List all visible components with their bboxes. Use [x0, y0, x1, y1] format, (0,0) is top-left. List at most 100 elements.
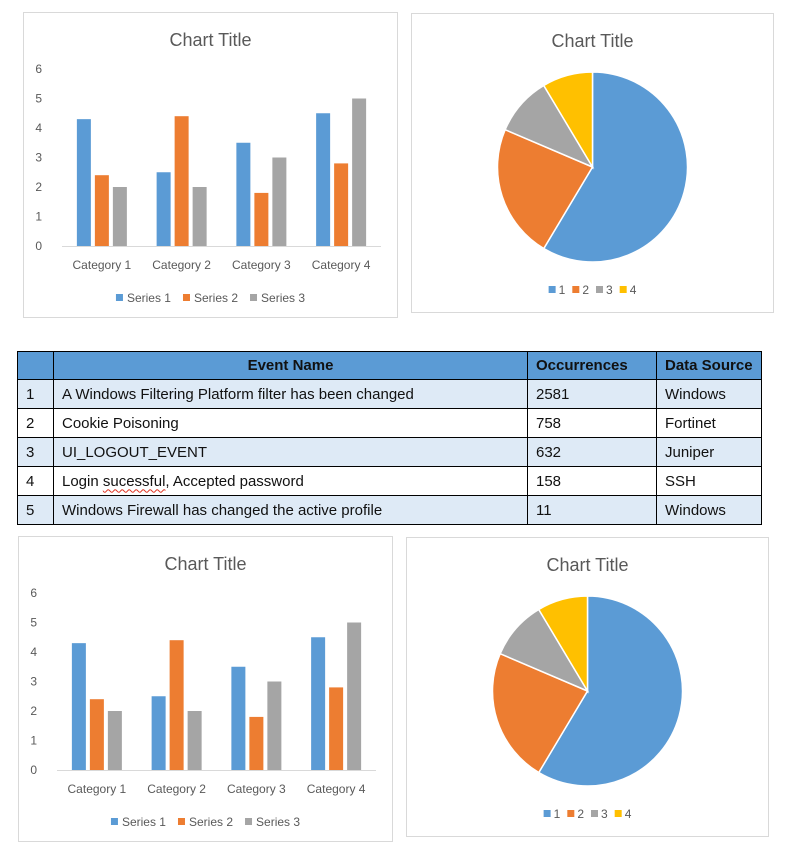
bar	[329, 687, 344, 770]
table-header-row: Event Name Occurrences Data Source	[17, 351, 762, 380]
bar	[169, 640, 184, 770]
pie-slice	[496, 128, 594, 250]
x-tick-label: Category 2	[152, 258, 211, 272]
legend-label: 2	[582, 283, 589, 297]
event-name-part: Login	[62, 472, 103, 490]
legend-swatch	[619, 286, 627, 293]
legend-swatch	[543, 810, 551, 817]
event-name: Cookie Poisoning	[53, 408, 528, 438]
events-table: Event Name Occurrences Data Source 1 A W…	[17, 351, 762, 525]
row-number: 4	[17, 466, 54, 496]
pie-chart-top-right: Chart Title 1 2 3 4	[411, 13, 774, 313]
bar-chart-svg: Chart Title 0 1 2 3 4 5 6 Category 1 Category 2 Ca…	[30, 554, 376, 829]
legend-label: 1	[559, 283, 566, 297]
pie-slice	[537, 595, 589, 694]
legend-swatch	[110, 818, 118, 825]
y-tick-label: 4	[30, 645, 37, 659]
legend-label: Series 1	[127, 291, 171, 305]
row-number: 2	[17, 408, 54, 438]
legend-swatch	[250, 294, 258, 301]
legend-swatch	[591, 810, 598, 817]
occurrences: 11	[527, 495, 657, 525]
pie-slice	[537, 595, 684, 787]
bar	[156, 172, 171, 246]
bar	[334, 163, 349, 246]
y-tick-label: 1	[30, 734, 37, 748]
bar	[249, 716, 264, 770]
misspelled-word: sucessful	[102, 472, 166, 490]
bar-chart-bottom-left: Chart Title 0 1 2 3 4 5 6 Category 1 Category 2 Ca…	[18, 536, 393, 842]
table-row: 4 Login sucessful, Accepted password 158…	[17, 466, 762, 496]
pie-chart-svg: Chart Title 1 2 3 4	[491, 555, 684, 821]
bar	[151, 696, 166, 770]
event-name: UI_LOGOUT_EVENT	[53, 437, 528, 467]
col-header-data-source: Data Source	[656, 351, 762, 380]
y-tick-label: 6	[30, 586, 37, 600]
bar	[187, 711, 202, 770]
y-tick-label: 0	[30, 763, 37, 777]
legend-label: 2	[577, 807, 584, 821]
y-tick-label: 0	[35, 239, 42, 253]
data-source: Fortinet	[656, 408, 762, 438]
bar	[89, 699, 104, 770]
legend-swatch	[596, 286, 603, 293]
legend-label: Series 2	[189, 815, 233, 829]
pie-chart-svg: Chart Title 1 2 3 4	[496, 31, 689, 297]
bar	[236, 142, 251, 246]
bar	[316, 113, 331, 246]
legend-label: Series 3	[261, 291, 305, 305]
row-number: 1	[17, 379, 54, 409]
legend-swatch	[177, 818, 185, 825]
y-tick-label: 6	[35, 62, 42, 76]
pie-slice	[542, 71, 594, 170]
bar	[192, 187, 207, 246]
legend-label: 4	[625, 807, 632, 821]
y-tick-label: 1	[35, 210, 42, 224]
col-header-occurrences: Occurrences	[527, 351, 657, 380]
event-name: Login sucessful, Accepted password	[53, 466, 528, 496]
pie-chart-bottom-right: Chart Title 1 2 3 4	[406, 537, 769, 837]
x-tick-label: Category 2	[147, 782, 206, 796]
col-header-event-name: Event Name	[53, 351, 528, 380]
chart-legend: Series 1 Series 2 Series 3	[110, 815, 300, 829]
legend-label: 3	[601, 807, 608, 821]
data-source: Windows	[656, 379, 762, 409]
bar	[71, 643, 86, 770]
legend-swatch	[567, 810, 575, 817]
pie-slice	[491, 652, 589, 774]
bar	[76, 119, 91, 246]
bar	[254, 192, 269, 246]
chart-legend: 1 2 3 4	[548, 283, 637, 297]
event-name: Windows Firewall has changed the active …	[53, 495, 528, 525]
x-tick-label: Category 3	[232, 258, 291, 272]
legend-swatch	[115, 294, 123, 301]
legend-label: Series 2	[194, 291, 238, 305]
table-row: 3 UI_LOGOUT_EVENT 632 Juniper	[17, 437, 762, 467]
col-header-number	[17, 351, 54, 380]
x-tick-label: Category 4	[312, 258, 371, 272]
occurrences: 632	[527, 437, 657, 467]
chart-title: Chart Title	[546, 555, 628, 575]
y-tick-label: 5	[30, 616, 37, 630]
legend-label: 3	[606, 283, 613, 297]
bar	[94, 175, 109, 246]
legend-label: Series 3	[256, 815, 300, 829]
event-name-part: , Accepted password	[165, 472, 304, 490]
x-tick-label: Category 3	[227, 782, 286, 796]
table-row: 2 Cookie Poisoning 758 Fortinet	[17, 408, 762, 438]
occurrences: 758	[527, 408, 657, 438]
data-source: SSH	[656, 466, 762, 496]
bar	[352, 98, 367, 246]
y-tick-label: 3	[30, 675, 37, 689]
table-row: 1 A Windows Filtering Platform filter ha…	[17, 379, 762, 409]
bar	[174, 116, 189, 246]
x-tick-label: Category 1	[73, 258, 132, 272]
bar-chart-svg: Chart Title 0 1 2 3 4 5 6 Category 1 Category 2 Ca…	[35, 30, 381, 305]
legend-swatch	[572, 286, 580, 293]
legend-label: 4	[630, 283, 637, 297]
y-tick-label: 2	[30, 704, 37, 718]
y-tick-label: 5	[35, 92, 42, 106]
row-number: 5	[17, 495, 54, 525]
legend-swatch	[548, 286, 556, 293]
bar	[311, 637, 326, 770]
